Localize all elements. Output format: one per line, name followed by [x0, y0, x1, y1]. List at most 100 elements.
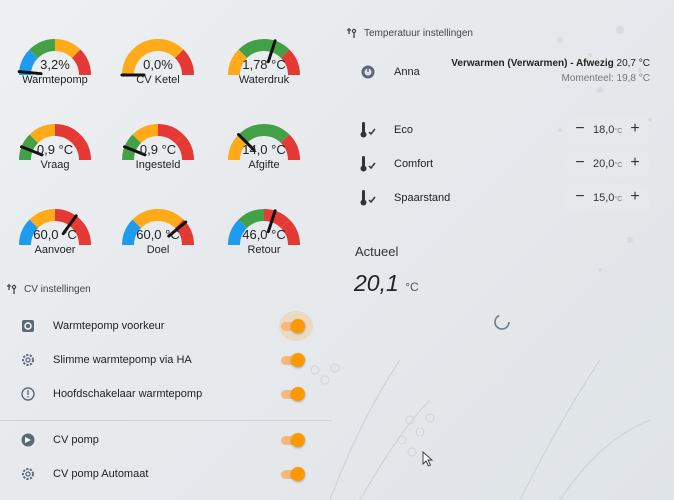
cv-item-label: CV pomp Automaat: [53, 468, 149, 480]
cv-item-cv-pomp: CV pomp: [0, 425, 330, 455]
gauge-segment: [19, 219, 39, 246]
gauge-label: Aanvoer: [34, 244, 76, 256]
gauge-segment: [174, 134, 194, 161]
gauge-dial: [228, 124, 300, 161]
preset-comfort: Comfort − 20,0°C +: [0, 149, 674, 179]
gauge-label: Ingesteld: [135, 159, 181, 171]
gauge-label: Warmtepomp: [22, 74, 88, 86]
warmtepomp-voorkeur-toggle[interactable]: [279, 311, 313, 341]
gauge-needle: [237, 133, 256, 152]
gauge-doel[interactable]: 60,0 °C Doel: [113, 200, 203, 280]
preset-spaarstand: Spaarstand − 15,0°C +: [0, 183, 674, 213]
cv-item-hoofdschakelaar: Hoofdschakelaar warmtepomp: [0, 379, 330, 409]
gauge-segment: [238, 39, 265, 59]
gauge-ingesteld[interactable]: 0,9 °C Ingesteld: [113, 115, 203, 195]
actueel-number: 20,1: [354, 270, 399, 296]
cv-item-label: Slimme warmtepomp via HA: [53, 354, 192, 366]
gauge-value: 3,2%: [40, 57, 70, 72]
gauge-needle: [123, 145, 147, 157]
anna-thermostat-row[interactable]: Anna Verwarmen (Verwarmen) - Afwezig 20,…: [340, 56, 660, 88]
stepper-value: 18,0°C: [593, 124, 623, 136]
gauge-label: Afgifte: [248, 159, 280, 171]
gauge-segment: [228, 219, 248, 246]
gauge-segment: [263, 39, 290, 59]
preset-label: Spaarstand: [394, 192, 451, 204]
increase-button[interactable]: +: [630, 120, 640, 137]
decrease-button[interactable]: −: [575, 154, 585, 171]
gauge-value: 60,0 °C: [33, 227, 77, 242]
comfort-stepper: − 20,0°C +: [566, 151, 649, 177]
gauge-segment: [157, 124, 184, 144]
thermometer-check-icon: [360, 190, 376, 206]
gauge-label: CV Ketel: [136, 74, 180, 86]
actueel-unit: °C: [405, 280, 419, 294]
decrease-button[interactable]: −: [575, 120, 585, 137]
anna-status-value: 20,7 °C: [616, 58, 650, 69]
gauge-segment: [29, 39, 56, 59]
section-divider: [0, 420, 332, 421]
gauge-segment: [132, 209, 159, 229]
increase-button[interactable]: +: [630, 188, 640, 205]
anna-status: Verwarmen (Verwarmen) - Afwezig 20,7 °C: [451, 58, 650, 69]
gauge-segment: [238, 209, 265, 229]
stepper-value: 20,0°C: [593, 158, 623, 170]
loading-spinner-icon: [494, 314, 510, 330]
gear-icon: [22, 468, 34, 480]
slimme-warmtepomp-toggle[interactable]: [281, 351, 307, 369]
gauge-segment: [263, 124, 290, 144]
gauge-needle: [61, 214, 78, 236]
gauge-segment: [280, 49, 300, 76]
decrease-button[interactable]: −: [575, 188, 585, 205]
gauge-label: Doel: [146, 244, 170, 256]
info-circle-icon: [21, 387, 35, 401]
gauge-dial: [17, 39, 91, 76]
thermometer-check-icon: [360, 122, 376, 138]
cv-section-label: CV instellingen: [24, 283, 91, 295]
gauge-warmtepomp[interactable]: 3,2% Warmtepomp: [10, 30, 100, 110]
cv-item-cv-pomp-automaat: CV pomp Automaat: [0, 459, 330, 489]
gauge-afgifte[interactable]: 14,0 °C Afgifte: [219, 115, 309, 195]
gauge-needle: [17, 70, 43, 76]
gauge-segment: [132, 39, 159, 59]
cv-section-title: CV instellingen: [6, 283, 91, 295]
preset-label: Eco: [394, 124, 413, 136]
gauge-dial: [19, 124, 91, 161]
gauge-value: 0,0%: [143, 57, 173, 72]
gauge-retour[interactable]: 46,0 °C Retour: [219, 200, 309, 280]
gauge-segment: [71, 49, 91, 76]
anna-current-temp: Momenteel: 19,8 °C: [561, 73, 651, 84]
increase-button[interactable]: +: [630, 154, 640, 171]
eco-stepper: − 18,0°C +: [566, 117, 649, 143]
gauge-value: 0,9 °C: [36, 142, 74, 157]
temp-section-label: Temperatuur instellingen: [364, 27, 473, 39]
mouse-cursor-icon: [422, 451, 434, 467]
gauge-segment: [157, 209, 184, 229]
cv-item-label: Hoofdschakelaar warmtepomp: [53, 388, 203, 400]
gauge-waterdruk[interactable]: 1,78 °C Waterdruk: [219, 30, 309, 110]
stepper-value: 15,0°C: [593, 192, 623, 204]
gauge-aanvoer[interactable]: 60,0 °C Aanvoer: [10, 200, 100, 280]
gauge-label: Retour: [247, 244, 281, 256]
gauge-segment: [29, 209, 56, 229]
gauge-dial: [19, 209, 91, 246]
actueel-value: 20,1 °C: [354, 270, 419, 297]
hoofdschakelaar-toggle[interactable]: [281, 385, 307, 403]
gauge-segment: [174, 49, 194, 76]
gauge-dial: [122, 209, 194, 246]
gauge-label: Waterdruk: [238, 74, 290, 86]
cv-pomp-toggle[interactable]: [281, 431, 307, 449]
anna-name: Anna: [394, 66, 420, 78]
cv-pomp-automaat-toggle[interactable]: [281, 465, 307, 483]
gauge-vraag[interactable]: 0,9 °C Vraag: [10, 115, 100, 195]
gauge-segment: [19, 49, 39, 76]
thermostat-icon: [361, 65, 375, 79]
preset-label: Comfort: [394, 158, 434, 170]
pump-icon: [21, 433, 35, 447]
gauge-cv-ketel[interactable]: 0,0% CV Ketel: [113, 30, 203, 110]
gauge-dial: [122, 124, 194, 161]
gauge-segment: [122, 219, 142, 246]
gauge-segment: [29, 124, 56, 144]
gauge-dial: [228, 39, 300, 76]
gauge-segment: [280, 134, 300, 161]
wrench-icon: [7, 284, 17, 294]
